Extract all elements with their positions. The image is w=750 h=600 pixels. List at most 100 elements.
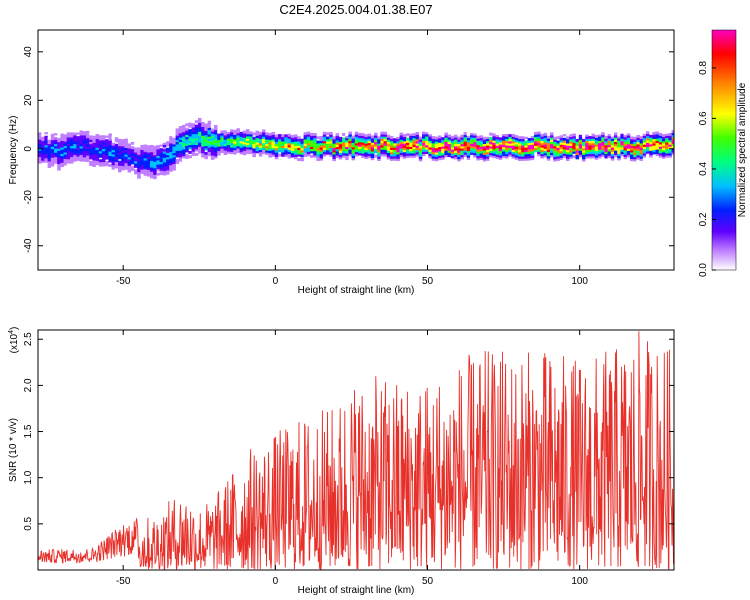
spectrogram-cell [428, 135, 432, 139]
spectrogram-cell [255, 132, 260, 136]
spectrogram-cell [591, 144, 596, 148]
spectrogram-cell [633, 143, 637, 147]
spectrogram-cell [332, 147, 336, 151]
spectrogram-cell [41, 155, 45, 159]
spectrogram-cell [236, 136, 240, 140]
spectrogram-cell [319, 146, 324, 150]
spectrogram-cell [671, 151, 674, 155]
spectrogram-cell [383, 138, 388, 142]
spectrogram-cell [201, 139, 205, 143]
spectrogram-cell [127, 143, 132, 147]
spectrogram-cell [486, 153, 490, 157]
spectrogram-cell [172, 139, 176, 143]
spectrogram-cell [137, 162, 141, 166]
spectrogram-cell [377, 142, 381, 146]
spectrogram-cell [348, 142, 352, 146]
spectrogram-cell [262, 133, 266, 137]
spectrogram-cell [457, 140, 461, 144]
spectrogram-cell [364, 153, 368, 157]
chart-title: C2E4.2025.004.01.38.E07 [279, 2, 432, 17]
spectrogram-cell [50, 148, 55, 152]
spectrogram-cell [386, 154, 391, 158]
spectrogram-cell [66, 134, 71, 138]
spectrogram-cell [591, 140, 596, 144]
spectrogram-cell [169, 144, 173, 148]
spectrogram-cell [44, 144, 48, 148]
spectrogram-cell [169, 168, 173, 172]
spectrogram-cell [614, 145, 618, 149]
spectrogram-cell [207, 144, 212, 148]
spectrogram-cell [281, 136, 285, 140]
spectrogram-cell [671, 132, 674, 136]
spectrogram-y-label: Frequency (Hz) [8, 116, 19, 185]
spectrogram-cell [306, 142, 311, 146]
spectrogram-cell [201, 130, 205, 134]
spectrogram-cell [182, 129, 186, 133]
spectrogram-cell [210, 141, 215, 145]
spectrogram-cell [447, 158, 452, 162]
spectrogram-cell [361, 137, 365, 141]
spectrogram-cell [604, 142, 608, 146]
spectrogram-cell [358, 143, 362, 147]
spectrogram-cell [121, 156, 125, 160]
spectrogram-cell [76, 153, 80, 157]
spectrogram-cell [543, 148, 548, 152]
spectrogram-cell [476, 148, 480, 152]
spectrogram-cell [585, 140, 589, 144]
spectrogram-cell [140, 162, 144, 166]
spectrogram-cell [194, 139, 199, 143]
spectrogram-cell [98, 159, 103, 163]
spectrogram-cell [582, 156, 586, 160]
spectrogram-cell [271, 147, 276, 151]
spectrogram-cell [326, 140, 330, 144]
spectrogram-cell [265, 152, 269, 155]
spectrogram-cell [658, 135, 663, 138]
spectrogram-cell [242, 139, 247, 143]
spectrogram-cell [316, 149, 320, 153]
spectrogram-cell [626, 132, 631, 136]
spectrogram-cell [79, 150, 84, 153]
spectrogram-cell [441, 143, 445, 147]
spectrogram-cell [524, 146, 528, 150]
spectrogram-cell [175, 139, 180, 143]
spectrogram-cell [479, 150, 484, 154]
spectrogram-cell [358, 145, 362, 149]
spectrogram-cell [652, 142, 656, 146]
spectrogram-cell [578, 145, 583, 149]
spectrogram-cell [521, 138, 525, 142]
spectrogram-cell [79, 130, 84, 134]
spectrogram-cell [255, 150, 260, 154]
spectrogram-cell [44, 137, 48, 141]
spectrogram-cell [172, 154, 176, 158]
spectrogram-cell [604, 138, 608, 142]
spectrogram-cell [444, 139, 448, 143]
spectrogram-cell [89, 132, 93, 136]
spectrogram-cell [348, 153, 352, 157]
spectrogram-cell [121, 145, 125, 149]
spectrogram-cell [146, 175, 151, 179]
spectrogram-cell [342, 148, 346, 152]
spectrogram-cell [668, 148, 672, 152]
spectrogram-cell [598, 140, 602, 144]
spectrogram-cell [102, 143, 106, 147]
spectrogram-cell [428, 151, 432, 155]
snr-panel: -50 0 50 100 0.51.01.52.02.5 Height of stra… [8, 327, 675, 596]
spectrogram-cell [626, 130, 631, 134]
spectrogram-cell [274, 143, 279, 147]
spectrogram-cell [284, 138, 288, 142]
spectrogram-cell [262, 136, 266, 139]
spectrogram-cell [569, 153, 573, 157]
spectrogram-cell [102, 139, 106, 143]
spectrogram-cell [655, 138, 660, 141]
spectrogram-cell [297, 144, 301, 148]
spectrogram-cell [524, 151, 528, 155]
spectrogram-cell [268, 150, 272, 154]
spectrogram-cell [182, 138, 186, 141]
spectrogram-cell [159, 161, 164, 165]
spectrogram-cell [57, 139, 61, 143]
spectrogram-cell [166, 156, 170, 160]
spectrogram-cell [367, 148, 372, 152]
spectrogram-cell [444, 147, 448, 151]
spectrogram-cell [114, 165, 119, 169]
